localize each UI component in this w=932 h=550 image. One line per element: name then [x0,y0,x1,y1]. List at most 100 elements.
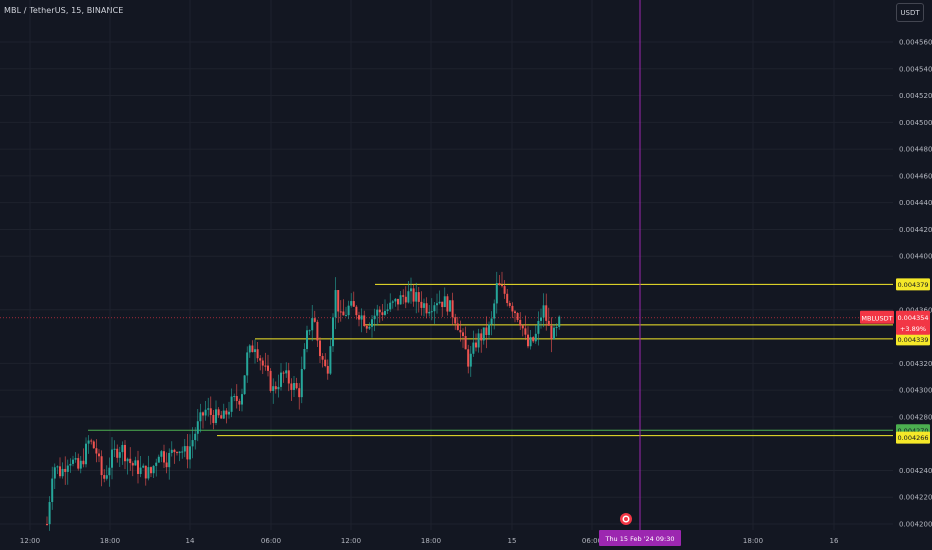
candle-down [209,408,212,415]
time-axis: 12:00 18:00 14 06:00 12:00 18:00 15 06:00 18:00 1… [20,537,839,545]
candle-down [150,467,152,474]
price-tick-label: 0.004360 [899,306,932,314]
candle-up [391,301,394,303]
level-lines [0,283,893,437]
price-change-text: +3.89% [900,325,926,333]
candle-up [79,460,82,469]
candle-down [103,475,106,479]
price-tick-label: 0.004320 [899,360,932,368]
candle-up [399,295,402,305]
candle-up [155,462,158,466]
candle-up [389,302,392,310]
candle-down [441,301,444,308]
time-tick-label: 06:00 [582,537,602,545]
candle-up [121,444,124,453]
candle-up [199,412,202,422]
candle-down [417,292,420,302]
candle-up [74,458,77,460]
candle-up [191,440,194,447]
candle-up [160,451,163,457]
candle-up [108,467,111,476]
candle-up [87,440,90,444]
candle-down [92,441,95,449]
candle-up [111,449,113,468]
candle-down [319,340,321,357]
candle-up [423,303,425,308]
candle-up [204,409,207,416]
candle-up [477,333,480,348]
candle-down [467,349,470,367]
candle-down [124,444,126,462]
candle-up [72,459,74,464]
candle-down [131,463,134,466]
candle-up [495,282,498,304]
candle-up [386,309,389,311]
time-tick-label: 18:00 [100,537,120,545]
candle-down [77,458,80,469]
time-tick-label: 14 [186,537,195,545]
candle-up [246,352,249,376]
candle-down [324,359,327,367]
candle-down [238,400,241,405]
candle-down [163,451,165,463]
candlesticks [46,271,561,531]
price-tick-label: 0.004520 [899,92,932,100]
candle-down [451,300,454,318]
candle-up [126,458,129,462]
candle-up [230,396,233,412]
level-price-label [896,333,930,346]
candle-up [66,465,69,472]
candle-up [152,465,155,474]
candle-up [56,466,59,468]
candle-up [181,451,184,453]
candle-up [241,394,243,405]
candle-up [534,333,537,342]
candle-down [464,336,467,350]
price-tick-label: 0.004500 [899,119,932,127]
candle-up [170,449,173,453]
candle-down [397,298,399,305]
candle-up [493,303,496,319]
candle-down [173,449,176,453]
time-tick-label: 18:00 [421,537,441,545]
candle-down [501,285,503,287]
candle-down [225,410,228,415]
crosshair-time-label [599,530,681,546]
candle-down [355,306,358,316]
candle-up [428,311,431,314]
candle-down [287,370,290,384]
candle-down [261,360,264,366]
candle-down [212,414,215,424]
candle-down [64,468,67,472]
level-price-text: 0.004270 [897,427,928,435]
candle-down [95,448,98,454]
candle-up [410,288,412,292]
candle-down [98,453,100,457]
candle-up [157,456,160,463]
candle-down [176,452,178,454]
candle-up [147,467,150,479]
candle-up [207,408,210,410]
candle-up [105,475,108,479]
candle-up [368,326,371,329]
candle-up [360,315,363,320]
price-tick-label: 0.004440 [899,199,932,207]
candle-down [144,465,147,479]
crosshair-time-text: Thu 15 Feb '24 09:30 [604,535,674,543]
currency-unit-button[interactable]: USDT [896,3,924,22]
time-tick-label: 15 [508,537,517,545]
candle-down [82,460,85,465]
candle-down [402,295,405,297]
candle-up [215,409,217,424]
current-price-label [896,310,930,335]
candle-down [46,524,48,525]
price-tick-label: 0.004200 [899,521,932,529]
candle-up [248,345,251,353]
candle-down [456,323,459,331]
candle-up [407,291,410,303]
candle-up [228,411,230,415]
candle-up [118,452,121,458]
candle-down [165,462,168,468]
candle-down [282,372,285,374]
